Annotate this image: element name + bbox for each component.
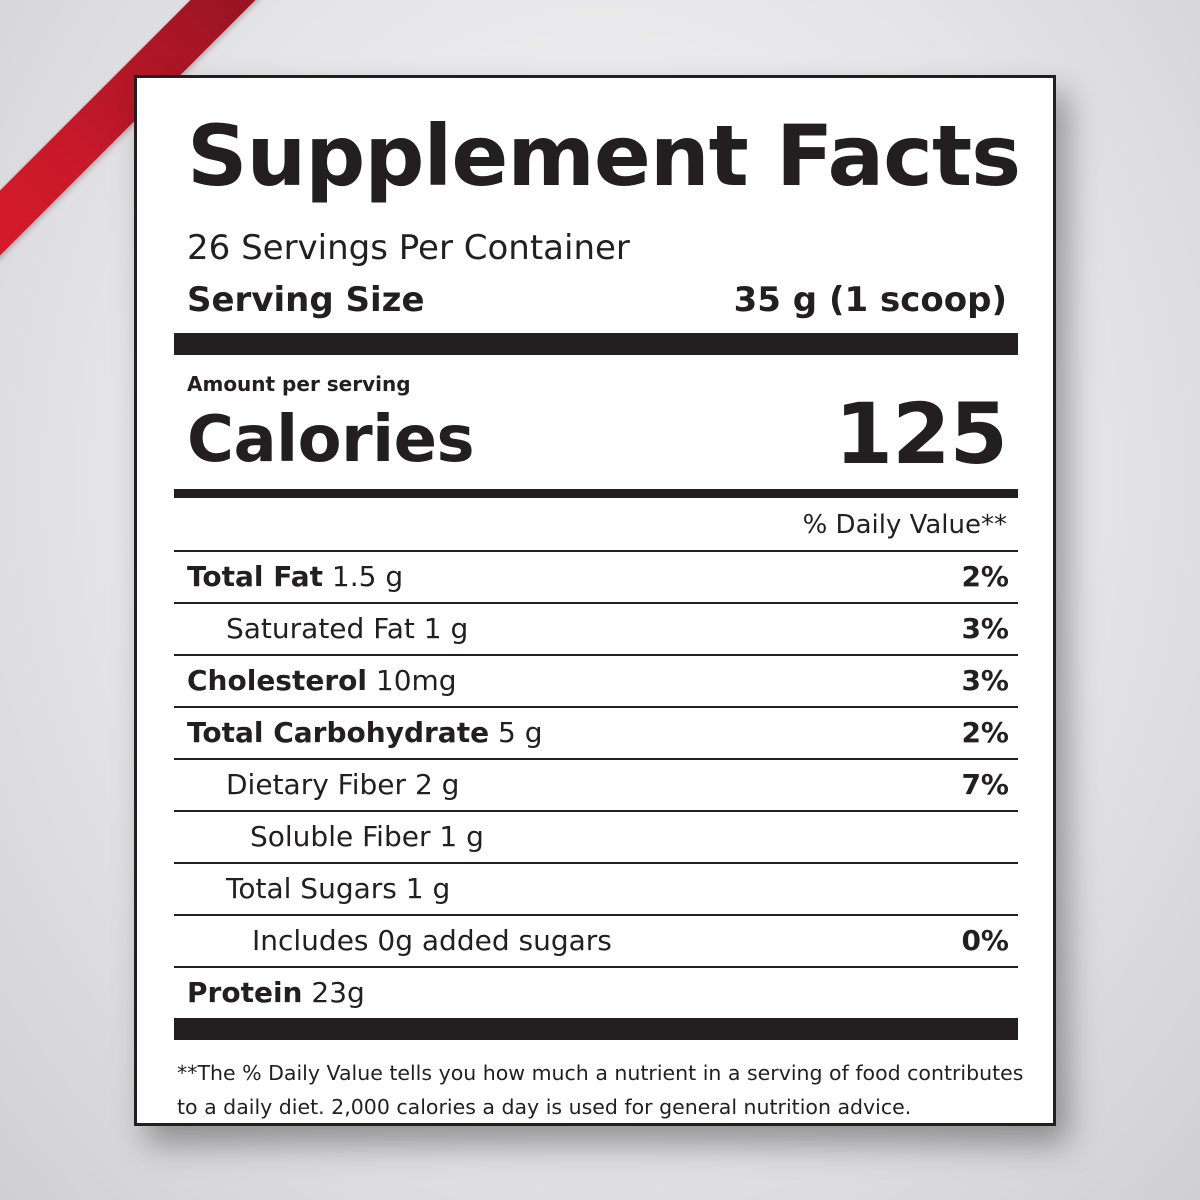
nutrient-name: Total Fat 1.5 g <box>187 560 404 593</box>
nutrient-daily-value: 7% <box>961 768 1009 801</box>
row-divider <box>174 862 1018 864</box>
amount-per-serving: Amount per serving <box>187 372 411 396</box>
supplement-facts-label: Supplement Facts 26 Servings Per Contain… <box>134 75 1056 1126</box>
nutrient-daily-value: 2% <box>961 716 1009 749</box>
nutrient-name: Dietary Fiber 2 g <box>226 768 460 801</box>
label-title: Supplement Facts <box>187 107 1021 205</box>
nutrient-name: Total Carbohydrate 5 g <box>187 716 543 749</box>
row-divider <box>174 758 1018 760</box>
nutrient-row-protein: Protein 23g <box>174 968 1018 1018</box>
serving-size-label: Serving Size <box>187 280 425 320</box>
servings-per-container: 26 Servings Per Container <box>187 228 630 268</box>
nutrient-name: Includes 0g added sugars <box>252 924 612 957</box>
nutrient-row-total-fat: Total Fat 1.5 g 2% <box>174 552 1018 602</box>
serving-size-value: 35 g (1 scoop) <box>733 280 1007 320</box>
medium-divider <box>174 489 1018 498</box>
nutrient-daily-value: 3% <box>961 664 1009 697</box>
nutrient-daily-value: 0% <box>961 924 1009 957</box>
nutrient-name: Saturated Fat 1 g <box>226 612 469 645</box>
row-divider <box>174 966 1018 968</box>
footnote: **The % Daily Value tells you how much a… <box>177 1061 1024 1119</box>
nutrient-row-soluble-fiber: Soluble Fiber 1 g <box>174 812 1018 862</box>
thick-divider-top <box>174 333 1018 355</box>
calories-value: 125 <box>834 385 1008 483</box>
row-divider <box>174 706 1018 708</box>
nutrient-row-added-sugars: Includes 0g added sugars 0% <box>174 916 1018 966</box>
nutrient-row-total-carbohydrate: Total Carbohydrate 5 g 2% <box>174 708 1018 758</box>
row-divider <box>174 914 1018 916</box>
row-divider <box>174 550 1018 552</box>
row-divider <box>174 654 1018 656</box>
nutrient-name: Protein 23g <box>187 976 365 1009</box>
nutrient-row-total-sugars: Total Sugars 1 g <box>174 864 1018 914</box>
nutrient-daily-value: 2% <box>961 560 1009 593</box>
row-divider <box>174 602 1018 604</box>
calories-label: Calories <box>187 403 475 477</box>
row-divider <box>174 810 1018 812</box>
nutrient-name: Total Sugars 1 g <box>226 872 451 905</box>
nutrient-name: Cholesterol 10mg <box>187 664 457 697</box>
thick-divider-bottom <box>174 1018 1018 1040</box>
nutrient-row-dietary-fiber: Dietary Fiber 2 g 7% <box>174 760 1018 810</box>
nutrient-name: Soluble Fiber 1 g <box>250 820 484 853</box>
daily-value-header: % Daily Value** <box>802 510 1007 540</box>
nutrient-daily-value: 3% <box>961 612 1009 645</box>
nutrient-row-cholesterol: Cholesterol 10mg 3% <box>174 656 1018 706</box>
nutrient-row-saturated-fat: Saturated Fat 1 g 3% <box>174 604 1018 654</box>
